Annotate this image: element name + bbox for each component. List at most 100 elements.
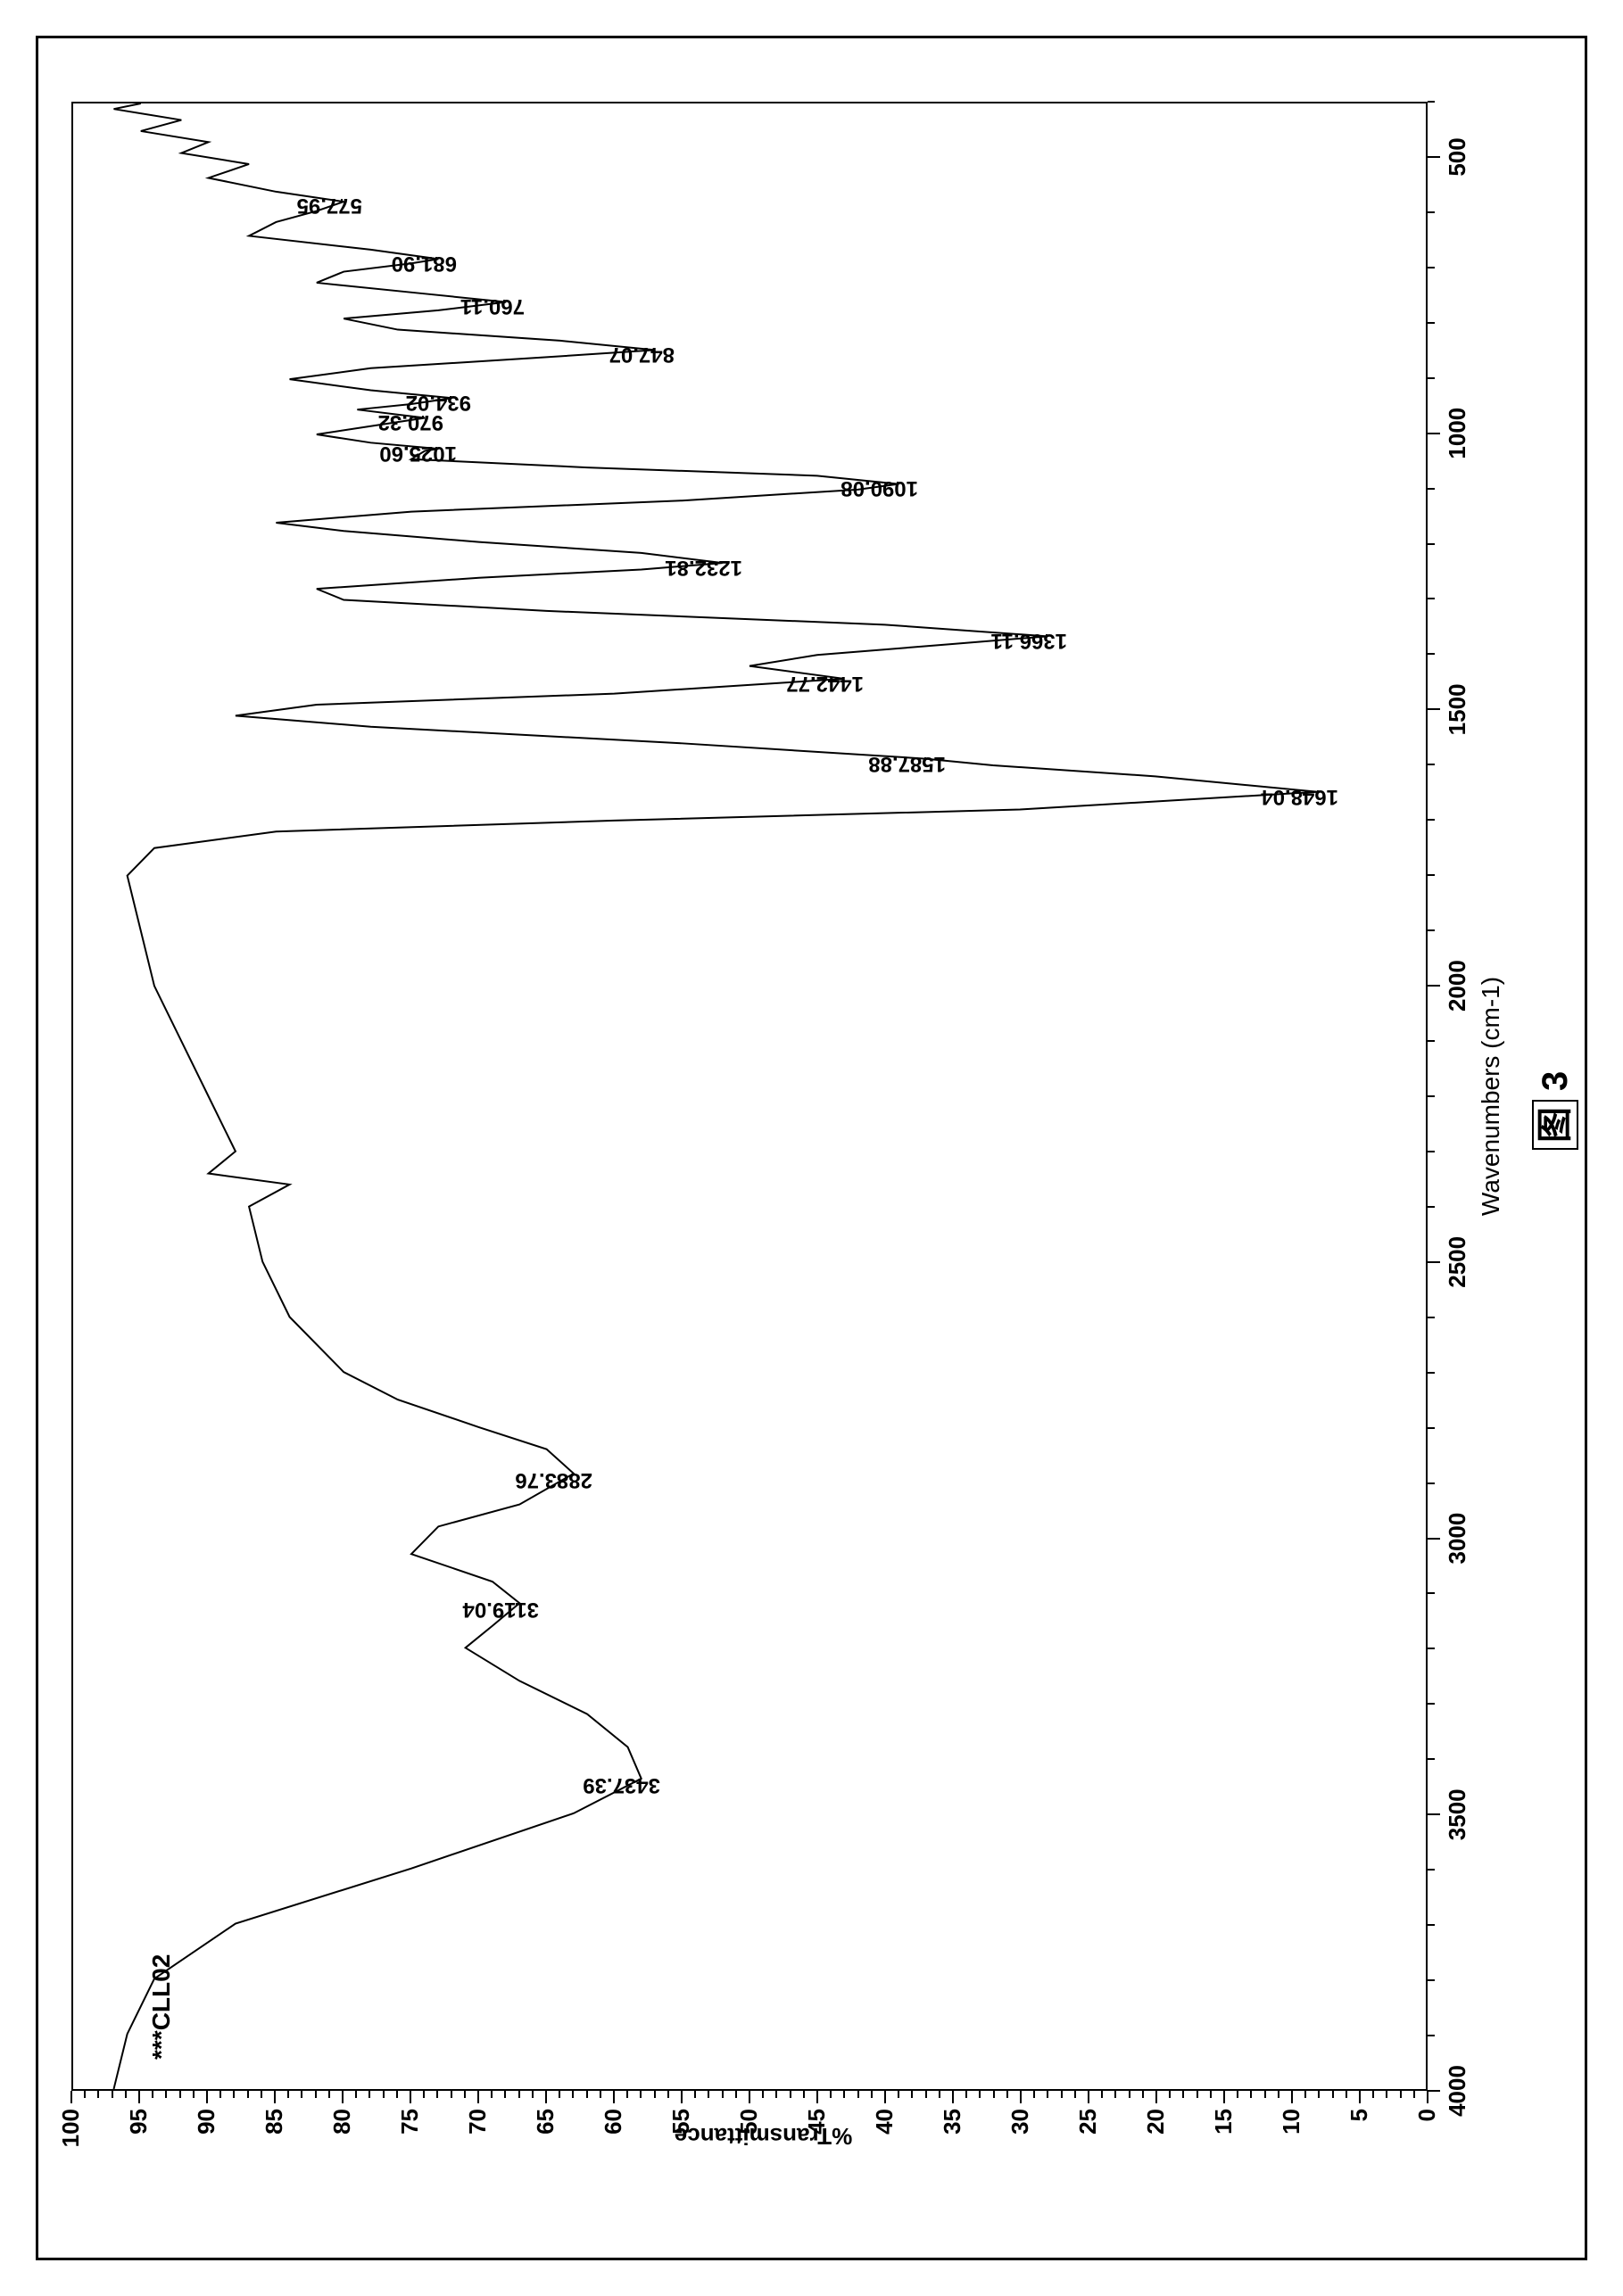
peak-label: 3437.39	[584, 1773, 661, 1798]
y-minor-tick	[368, 2091, 370, 2098]
y-minor-tick	[586, 2091, 588, 2098]
y-minor-tick	[1318, 2091, 1320, 2098]
x-minor-tick	[1428, 1593, 1435, 1595]
y-tick	[952, 2091, 954, 2103]
y-tick-label: 25	[1074, 2109, 1102, 2135]
y-minor-tick	[762, 2091, 764, 2098]
y-minor-tick	[694, 2091, 696, 2098]
y-tick	[1427, 2091, 1428, 2103]
y-minor-tick	[626, 2091, 628, 2098]
y-minor-tick	[993, 2091, 995, 2098]
peak-label: 1232.81	[665, 555, 742, 580]
y-tick-label: 65	[532, 2109, 559, 2135]
peak-tick	[422, 416, 424, 417]
peak-tick	[897, 482, 898, 483]
x-tick	[1428, 1538, 1440, 1540]
y-minor-tick	[219, 2091, 221, 2098]
y-minor-tick	[491, 2091, 493, 2098]
y-minor-tick	[1142, 2091, 1144, 2098]
y-minor-tick	[383, 2091, 385, 2098]
x-minor-tick	[1428, 1151, 1435, 1152]
y-minor-tick	[572, 2091, 574, 2098]
y-minor-tick	[654, 2091, 656, 2098]
y-minor-tick	[1129, 2091, 1130, 2098]
peak-label: 1366.11	[991, 628, 1067, 653]
y-tick-label: 70	[464, 2109, 492, 2135]
x-tick-label: 500	[1444, 112, 1471, 202]
y-tick	[1223, 2091, 1225, 2103]
y-tick	[1359, 2091, 1361, 2103]
y-tick-label: 5	[1346, 2109, 1373, 2121]
y-minor-tick	[1346, 2091, 1347, 2098]
y-tick	[274, 2091, 276, 2103]
x-minor-tick	[1428, 101, 1435, 103]
y-minor-tick	[436, 2091, 438, 2098]
x-minor-tick	[1428, 377, 1435, 379]
figure-caption-number: 3	[1536, 1071, 1575, 1091]
x-minor-tick	[1428, 322, 1435, 324]
peak-label: 3119.04	[462, 1597, 538, 1622]
y-minor-tick	[1047, 2091, 1048, 2098]
y-minor-tick	[1210, 2091, 1212, 2098]
y-minor-tick	[261, 2091, 262, 2098]
peak-tick	[450, 396, 451, 398]
x-tick-label: 3500	[1444, 1770, 1471, 1859]
y-minor-tick	[1197, 2091, 1198, 2098]
y-minor-tick	[790, 2091, 791, 2098]
y-tick-label: 80	[328, 2109, 356, 2135]
peak-label: 1648.04	[1262, 784, 1339, 809]
y-minor-tick	[179, 2091, 181, 2098]
peak-tick	[653, 348, 655, 350]
x-minor-tick	[1428, 1979, 1435, 1981]
y-minor-tick	[504, 2091, 506, 2098]
peak-tick	[842, 677, 844, 679]
sample-label: ***CLL02	[147, 1954, 176, 2060]
x-tick-label: 2500	[1444, 1218, 1471, 1307]
x-minor-tick	[1428, 1317, 1435, 1318]
y-minor-tick	[830, 2091, 832, 2098]
x-minor-tick	[1428, 1924, 1435, 1926]
x-tick	[1428, 1813, 1440, 1815]
x-minor-tick	[1428, 2035, 1435, 2036]
peak-tick	[721, 561, 723, 563]
x-tick	[1428, 2090, 1440, 2092]
peak-label: 847.07	[609, 342, 674, 367]
y-minor-tick	[165, 2091, 167, 2098]
y-minor-tick	[532, 2091, 534, 2098]
x-minor-tick	[1428, 874, 1435, 876]
y-minor-tick	[1182, 2091, 1184, 2098]
peak-tick	[639, 1780, 641, 1781]
peak-label: 934.02	[405, 390, 470, 415]
y-tick	[1291, 2091, 1293, 2103]
y-minor-tick	[97, 2091, 99, 2098]
y-minor-tick	[600, 2091, 601, 2098]
y-tick-label: 75	[396, 2109, 424, 2135]
y-tick-label: 95	[125, 2109, 153, 2135]
y-tick-label: 90	[193, 2109, 220, 2135]
y-tick-label: 100	[57, 2109, 85, 2147]
y-minor-tick	[152, 2091, 153, 2098]
y-tick	[206, 2091, 208, 2103]
y-tick-label: 0	[1413, 2109, 1441, 2121]
x-minor-tick	[1428, 211, 1435, 213]
y-minor-tick	[925, 2091, 927, 2098]
y-minor-tick	[939, 2091, 940, 2098]
x-minor-tick	[1428, 1040, 1435, 1042]
x-minor-tick	[1428, 1427, 1435, 1429]
y-tick	[138, 2091, 140, 2103]
x-minor-tick	[1428, 543, 1435, 545]
x-minor-tick	[1428, 1206, 1435, 1208]
y-minor-tick	[1400, 2091, 1402, 2098]
y-minor-tick	[1006, 2091, 1008, 2098]
y-tick-label: 40	[871, 2109, 898, 2135]
figure-caption-prefix: 图	[1532, 1100, 1578, 1150]
peak-label: 577.95	[297, 193, 362, 218]
x-tick-label: 4000	[1444, 2046, 1471, 2135]
y-minor-tick	[1332, 2091, 1334, 2098]
y-minor-tick	[464, 2091, 466, 2098]
x-axis-label: Wavenumbers (cm-1)	[1477, 936, 1505, 1257]
spectrum-line	[73, 103, 1426, 2089]
x-tick	[1428, 156, 1440, 158]
x-minor-tick	[1428, 1648, 1435, 1649]
y-minor-tick	[667, 2091, 669, 2098]
